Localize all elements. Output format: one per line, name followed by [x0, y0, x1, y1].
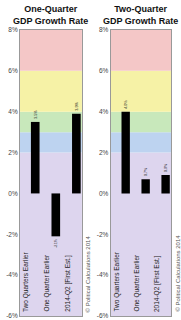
svg-text:One-QuarterGDP Growth Rate: One-QuarterGDP Growth Rate — [13, 4, 88, 26]
svg-text:0.7%: 0.7% — [144, 167, 148, 176]
svg-text:-6%: -6% — [97, 312, 109, 319]
svg-text:One Quarter Earlier: One Quarter Earlier — [133, 254, 141, 312]
svg-text:-6%: -6% — [6, 312, 18, 319]
svg-text:© Political Calculations 2014: © Political Calculations 2014 — [175, 235, 181, 312]
svg-text:-4%: -4% — [97, 271, 109, 278]
svg-text:2014-Q2 [First Est.]: 2014-Q2 [First Est.] — [64, 255, 72, 312]
svg-text:0.9%: 0.9% — [164, 163, 168, 172]
svg-text:3.5%: 3.5% — [34, 110, 38, 119]
svg-text:8%: 8% — [99, 26, 109, 33]
svg-text:4.0%: 4.0% — [124, 100, 128, 109]
svg-text:2%: 2% — [99, 149, 109, 156]
svg-text:-2%: -2% — [6, 231, 18, 238]
svg-text:-2%: -2% — [97, 231, 109, 238]
svg-text:2014-Q2 [First Est.]: 2014-Q2 [First Est.] — [153, 255, 161, 312]
svg-text:Two Quarters Earlier: Two Quarters Earlier — [113, 251, 121, 311]
svg-text:-2.1%: -2.1% — [54, 239, 58, 248]
svg-text:Two Quarters Earlier: Two Quarters Earlier — [22, 252, 30, 312]
svg-text:4%: 4% — [99, 108, 109, 115]
svg-text:0%: 0% — [8, 190, 18, 197]
svg-text:6%: 6% — [8, 67, 18, 74]
svg-text:8%: 8% — [8, 26, 18, 33]
svg-text:3.9%: 3.9% — [75, 102, 79, 111]
svg-text:0%: 0% — [99, 190, 109, 197]
svg-text:2%: 2% — [8, 149, 18, 156]
svg-text:-4%: -4% — [6, 271, 18, 278]
svg-text:4%: 4% — [8, 108, 18, 115]
svg-text:One Quarter Earlier: One Quarter Earlier — [43, 254, 51, 312]
svg-text:Two-QuarterGDP Growth Rate: Two-QuarterGDP Growth Rate — [103, 4, 178, 26]
svg-text:6%: 6% — [99, 67, 109, 74]
svg-text:© Political Calculations 2014: © Political Calculations 2014 — [85, 236, 91, 313]
